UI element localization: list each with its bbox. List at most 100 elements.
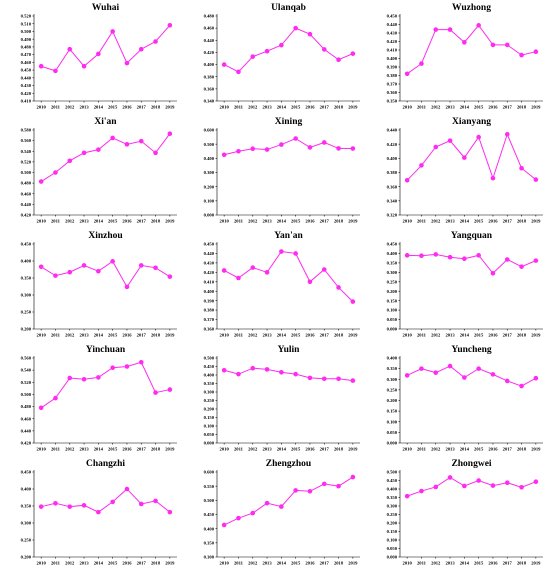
data-point [321,481,327,487]
data-point [279,42,284,48]
x-tick-label: 2013 [79,333,89,338]
data-point [533,479,539,484]
y-tick-label: 0.560 [21,138,32,143]
data-point [250,146,256,151]
y-tick-label: 0.480 [21,181,32,186]
data-point [462,483,467,489]
x-tick-label: 2010 [220,219,230,224]
chart-svg: Yulin 0.000 0.050 0.100 0.150 0.200 0.250 0.300… [204,345,360,452]
chart-title: Changzhi [86,459,125,469]
data-point [110,365,115,371]
x-tick-label: 2013 [445,561,455,566]
data-point [321,140,327,145]
x-tick-label: 2018 [151,219,161,224]
data-point [124,486,130,492]
data-point [38,179,44,184]
y-tick-label: 0.000 [387,555,398,560]
y-tick-label: 0.540 [21,368,32,373]
x-tick-label: 2013 [79,447,89,452]
y-tick-label: 0.050 [387,317,398,322]
data-point [307,488,313,494]
x-tick-label: 2014 [460,333,470,338]
y-tick-label: 0.200 [387,398,398,403]
data-point [519,165,524,171]
y-tick-label: 0.050 [387,430,398,435]
x-tick-label: 2013 [262,333,272,338]
data-point [404,493,410,499]
data-point [67,158,73,164]
x-tick-label: 2017 [503,447,513,452]
y-tick-label: 0.350 [21,276,32,281]
y-tick-label: 0.450 [21,68,32,73]
data-point [96,509,101,515]
x-tick-label: 2017 [137,447,147,452]
x-tick-label: 2010 [37,333,47,338]
data-point [307,279,313,285]
x-tick-label: 2016 [488,447,498,452]
data-point [264,367,270,372]
x-tick-label: 2016 [122,447,132,452]
data-point [221,522,227,528]
y-tick-label: 0.400 [204,62,215,67]
data-point [221,62,227,67]
data-point [153,265,158,271]
x-tick-label: 2016 [122,219,132,224]
x-tick-label: 2019 [348,561,358,566]
x-tick-label: 2010 [403,219,413,224]
x-tick-label: 2015 [291,447,301,452]
x-tick-label: 2012 [431,333,441,338]
data-point [264,270,270,275]
x-tick-label: 2012 [65,105,75,110]
y-tick-label: 0.420 [204,50,215,55]
x-tick-label: 2019 [531,219,541,224]
data-point [250,54,256,59]
x-tick-label: 2019 [165,105,175,110]
x-tick-label: 2017 [320,447,330,452]
x-tick-label: 2013 [79,561,89,566]
chart-title: Yangquan [451,231,493,241]
y-tick-label: 0.440 [204,251,215,256]
chart-panel: Wuzhong 0.350 0.360 0.370 0.380 0.390 0.400 0.4… [366,0,546,112]
data-point [236,275,241,281]
data-point [350,474,356,480]
data-point [504,131,510,137]
y-tick-label: 0.250 [387,387,398,392]
x-tick-label: 2011 [234,105,244,110]
y-tick-label: 0.430 [204,260,215,265]
x-tick-label: 2019 [165,561,175,566]
data-point [490,270,496,276]
x-tick-label: 2018 [517,333,527,338]
x-tick-label: 2011 [417,333,427,338]
chart-panel: Yinchuan 0.420 0.440 0.460 0.480 0.500 0.520 0.… [0,342,180,454]
data-point [236,371,241,377]
chart-panel: Yulin 0.000 0.050 0.100 0.150 0.200 0.250 0.300… [183,342,363,454]
chart-title: Yinchuan [86,345,126,355]
x-tick-label: 2013 [262,561,272,566]
x-tick-label: 2019 [348,219,358,224]
series-line [224,367,353,382]
y-tick-label: 0.200 [21,555,32,560]
x-tick-label: 2017 [503,105,513,110]
data-point [336,146,341,151]
y-tick-label: 0.500 [21,29,32,34]
y-tick-label: 0.440 [387,128,398,133]
data-point [38,405,44,411]
y-tick-label: 0.400 [204,373,215,378]
y-tick-label: 0.400 [21,259,32,264]
x-tick-label: 2016 [305,447,315,452]
y-tick-label: 0.300 [387,377,398,382]
data-point [279,142,284,147]
x-tick-label: 2015 [474,561,484,566]
x-tick-label: 2017 [320,105,330,110]
data-point [519,383,524,389]
data-point [293,488,298,493]
data-point [96,375,101,380]
series-line [40,361,170,409]
data-point [462,155,467,160]
y-tick-label: 0.460 [21,191,32,196]
data-point [462,256,467,262]
chart-panel: Zhongwei 0.000 0.050 0.100 0.150 0.200 0.250 0.… [366,456,546,568]
data-point [167,131,173,137]
data-point [221,268,227,273]
y-tick-label: 0.420 [204,270,215,275]
